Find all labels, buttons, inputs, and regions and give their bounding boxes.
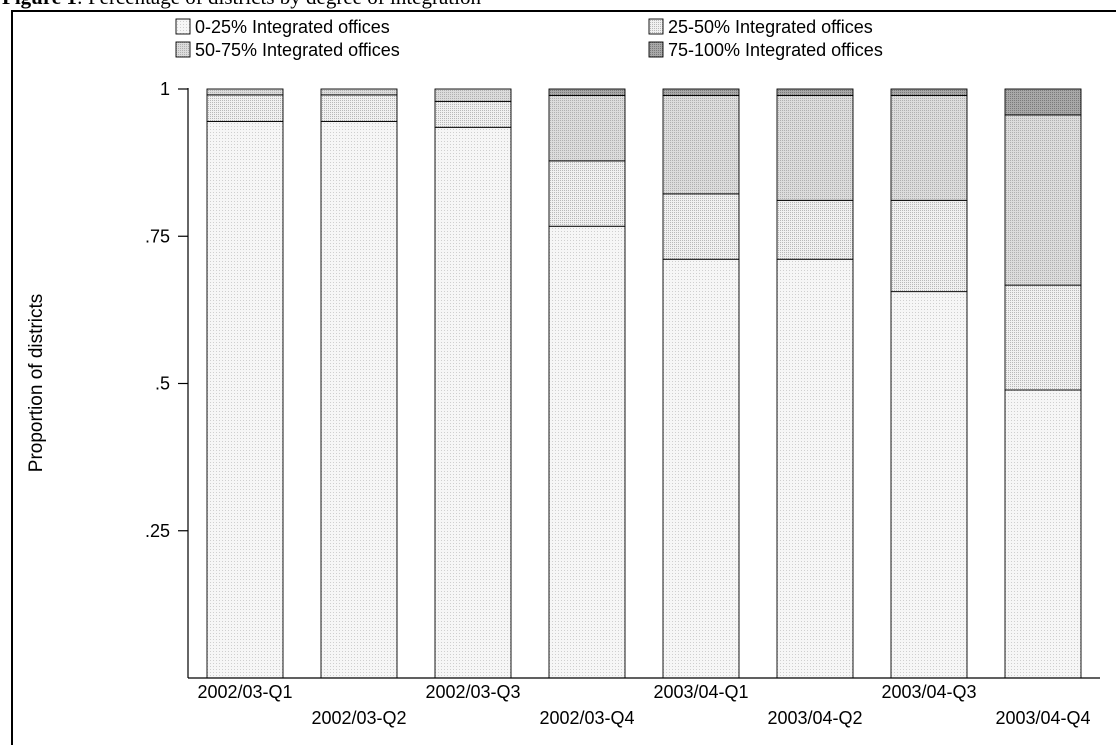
legend-item-0-25-integrated-offices: 0-25% Integrated offices (175, 17, 390, 37)
bar-stack-2002-03-q4 (548, 88, 626, 679)
bar-segment-0-25-integrated-offices (434, 126, 512, 679)
bar-segment-0-25-integrated-offices (890, 291, 968, 679)
bar-segment-0-25-integrated-offices (206, 120, 284, 679)
x-tick-label: 2002/03-Q3 (425, 682, 520, 702)
bar-segment-25-50-integrated-offices (662, 193, 740, 260)
y-axis-label: Proportion of districts (26, 294, 47, 472)
x-tick-label: 2003/04-Q1 (653, 682, 748, 702)
legend: 0-25% Integrated offices 50-75% Integrate… (175, 17, 883, 60)
bar-segment-75-100-integrated-offices (890, 88, 968, 96)
bar-segment-75-100-integrated-offices (548, 88, 626, 96)
bar-stack-2002-03-q3 (434, 88, 512, 679)
bar-segment-75-100-integrated-offices (662, 88, 740, 96)
bar-segment-50-75-integrated-offices (548, 95, 626, 162)
legend-swatch (648, 18, 664, 35)
y-tick-label: 1 (160, 79, 170, 99)
bar-stack-2002-03-q1 (206, 88, 284, 679)
legend-label: 0-25% Integrated offices (195, 17, 390, 37)
figure-title: : Percentage of districts by degree of i… (77, 0, 481, 9)
legend-label: 75-100% Integrated offices (668, 40, 883, 60)
bar-segment-50-75-integrated-offices (206, 88, 284, 96)
legend-swatch (175, 41, 191, 58)
legend-item-75-100-integrated-offices: 75-100% Integrated offices (648, 40, 883, 60)
x-tick-label: 2002/03-Q4 (539, 708, 634, 728)
y-tick-label: .25 (145, 521, 170, 541)
y-axis: .25 .5 .75 1 (145, 79, 189, 678)
bar-stack-2003-04-q4 (1004, 88, 1082, 679)
bar-segment-0-25-integrated-offices (1004, 389, 1082, 679)
x-tick-label: 2003/04-Q4 (995, 708, 1090, 728)
bar-segment-25-50-integrated-offices (206, 94, 284, 122)
legend-item-25-50-integrated-offices: 25-50% Integrated offices (648, 17, 873, 37)
x-tick-label: 2003/04-Q2 (767, 708, 862, 728)
x-axis: 2002/03-Q1 2002/03-Q2 2002/03-Q3 2002/03-Q4… (188, 677, 1100, 728)
bar-segment-0-25-integrated-offices (548, 225, 626, 679)
bar-segment-25-50-integrated-offices (320, 94, 398, 122)
legend-label: 25-50% Integrated offices (668, 17, 873, 37)
bar-segment-25-50-integrated-offices (548, 160, 626, 227)
bar-stack-2003-04-q2 (776, 88, 854, 679)
legend-swatch (648, 41, 664, 58)
bar-segment-50-75-integrated-offices (1004, 114, 1082, 286)
y-tick-label: .5 (155, 374, 170, 394)
bar-segment-75-100-integrated-offices (776, 88, 854, 96)
bar-stack-2003-04-q1 (662, 88, 740, 679)
bar-segment-50-75-integrated-offices (662, 95, 740, 195)
bar-segment-75-100-integrated-offices (1004, 88, 1082, 116)
bar-stack-2003-04-q3 (890, 88, 968, 679)
bar-stack-2002-03-q2 (320, 88, 398, 679)
figure-label: Figure 1 (2, 0, 77, 9)
x-tick-label: 2002/03-Q1 (197, 682, 292, 702)
y-tick-label: .75 (145, 226, 170, 246)
x-tick-label: 2002/03-Q2 (311, 708, 406, 728)
bars-group (206, 88, 1082, 679)
bar-segment-0-25-integrated-offices (662, 258, 740, 679)
legend-item-50-75-integrated-offices: 50-75% Integrated offices (175, 40, 400, 60)
bar-segment-25-50-integrated-offices (434, 100, 512, 128)
bar-segment-50-75-integrated-offices (320, 88, 398, 96)
x-tick-label: 2003/04-Q3 (881, 682, 976, 702)
bar-segment-50-75-integrated-offices (890, 95, 968, 201)
figure-frame (11, 10, 1116, 745)
bar-segment-50-75-integrated-offices (434, 88, 512, 102)
bar-segment-50-75-integrated-offices (776, 95, 854, 201)
bar-segment-25-50-integrated-offices (890, 199, 968, 293)
legend-label: 50-75% Integrated offices (195, 40, 400, 60)
legend-swatch (175, 18, 191, 35)
bar-segment-25-50-integrated-offices (1004, 284, 1082, 391)
bar-segment-0-25-integrated-offices (320, 120, 398, 679)
bar-segment-25-50-integrated-offices (776, 199, 854, 260)
bar-segment-0-25-integrated-offices (776, 258, 854, 679)
figure-caption: Figure 1: Percentage of districts by deg… (2, 0, 481, 10)
